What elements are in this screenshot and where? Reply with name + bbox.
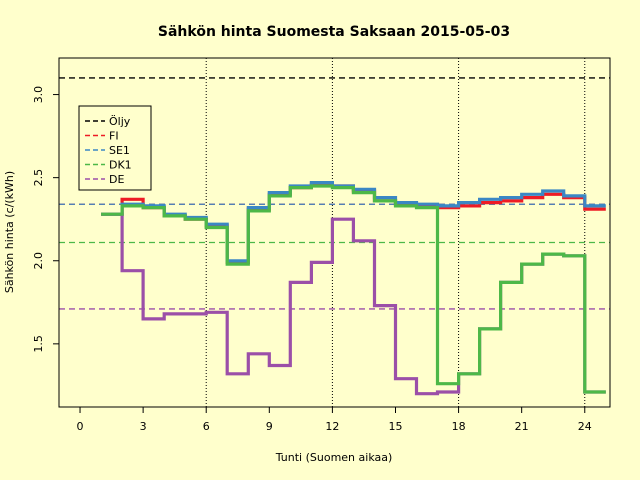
y-tick-label: 1.5 (32, 335, 45, 353)
x-tick-label: 12 (325, 420, 339, 433)
x-tick-label: 18 (452, 420, 466, 433)
y-axis-label: Sähkön hinta (c/(kWh) (3, 171, 16, 293)
legend-box (78, 105, 152, 191)
reference-lines (59, 77, 610, 310)
x-tick-label: 24 (578, 420, 592, 433)
x-axis-label: Tunti (Suomen aikaa) (275, 451, 393, 464)
x-tick-label: 0 (77, 420, 84, 433)
y-axis: 1.5 2.0 2.5 3.0 (32, 86, 60, 353)
legend-label: Öljy (109, 115, 131, 128)
y-tick-label: 2.0 (32, 252, 45, 270)
legend-label: DK1 (109, 159, 132, 172)
legend-label: SE1 (109, 144, 130, 157)
x-tick-label: 6 (203, 420, 210, 433)
legend-label: DE (109, 173, 124, 186)
x-axis: 0 3 6 9 12 15 18 21 24 (77, 406, 592, 433)
y-tick-label: 3.0 (32, 86, 45, 104)
x-tick-label: 15 (388, 420, 402, 433)
chart-title: Sähkön hinta Suomesta Saksaan 2015-05-03 (158, 24, 510, 40)
y-tick-label: 2.5 (32, 169, 45, 187)
price-series (101, 181, 606, 396)
x-tick-label: 21 (515, 420, 529, 433)
x-tick-label: 9 (266, 420, 273, 433)
x-tick-label: 3 (140, 420, 147, 433)
series-line (101, 184, 606, 394)
legend-label: FI (109, 130, 119, 143)
